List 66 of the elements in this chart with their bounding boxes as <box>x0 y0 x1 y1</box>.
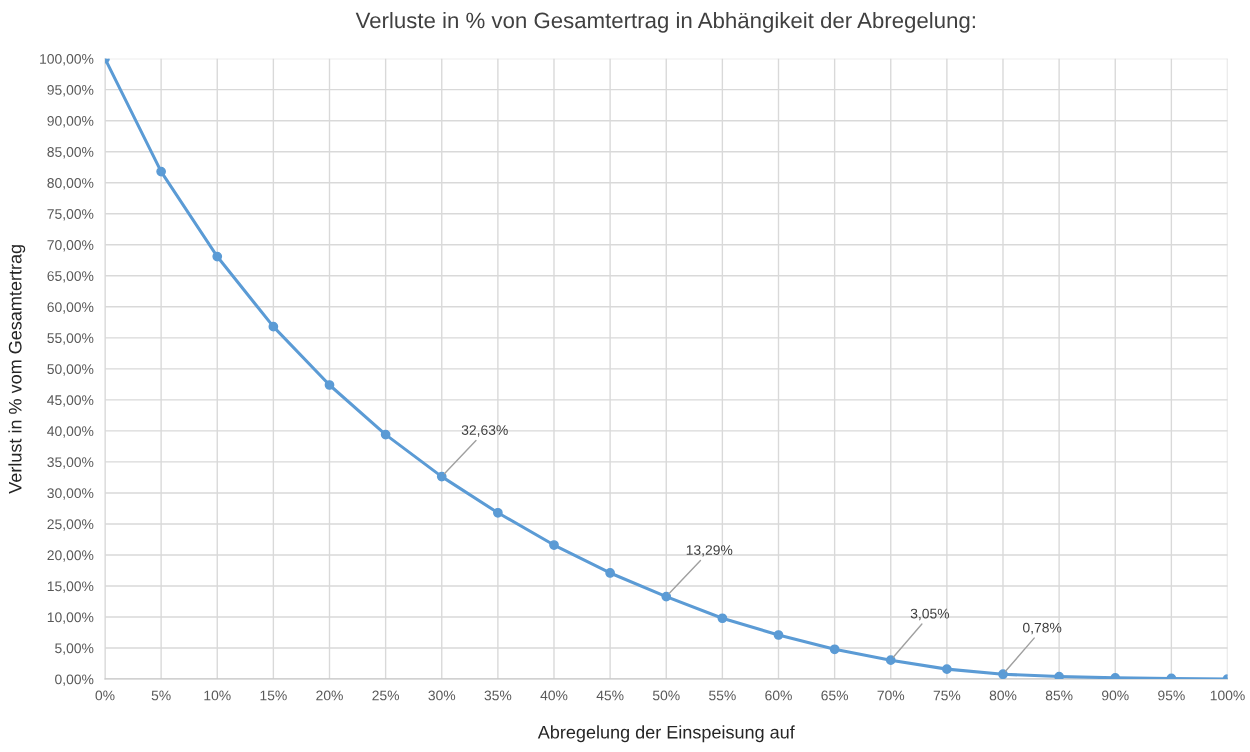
data-label: 32,63% <box>461 425 508 437</box>
point <box>436 471 447 482</box>
point <box>549 540 559 550</box>
x-tick-label: 65% <box>821 690 849 701</box>
x-tick-label: 55% <box>709 690 736 701</box>
y-tick-label: 40,00% <box>47 426 94 438</box>
y-tick-label: 15,00% <box>47 581 94 593</box>
x-tick-label: 50% <box>652 690 680 701</box>
chart-title: Verluste in % von Gesamtertrag in Abhängikeit der Abregelung: <box>355 12 975 33</box>
point <box>998 669 1008 680</box>
x-tick-label: 0% <box>95 690 115 701</box>
x-tick-label: 15% <box>260 690 287 701</box>
x-tick-label: 30% <box>428 690 456 701</box>
y-tick-label: 70,00% <box>47 240 94 252</box>
y-tick-label: 5,00% <box>55 643 94 655</box>
point <box>605 568 615 578</box>
x-tick-label: 5% <box>151 690 171 701</box>
y-tick-label: 100,00% <box>40 53 94 66</box>
x-tick-label: 20% <box>316 690 343 701</box>
data-label: 13,29% <box>686 545 733 557</box>
y-tick-label: 90,00% <box>47 116 94 128</box>
y-tick-label: 30,00% <box>47 488 94 500</box>
point <box>268 321 279 332</box>
y-tick-label: 85,00% <box>47 147 94 159</box>
x-tick-label: 100% <box>1210 690 1245 701</box>
point <box>324 380 335 390</box>
x-tick-label: 85% <box>1045 690 1073 701</box>
y-tick-label: 45,00% <box>47 395 94 407</box>
x-tick-label: 45% <box>596 690 624 701</box>
x-tick-label: 75% <box>933 690 961 701</box>
point <box>829 644 840 655</box>
y-tick-label: 95,00% <box>47 85 94 97</box>
point <box>380 429 391 440</box>
x-tick-label: 95% <box>1158 690 1185 701</box>
x-tick-label: 60% <box>765 690 792 701</box>
x-tick-label: 35% <box>484 690 512 701</box>
x-axis-title: Abregelung der Einspeisung auf <box>537 725 795 743</box>
y-tick-label: 35,00% <box>47 457 94 469</box>
x-tick-label: 70% <box>877 690 905 701</box>
point <box>212 251 223 262</box>
point <box>661 591 672 602</box>
data-label: 0,78% <box>1022 622 1062 635</box>
y-tick-label: 50,00% <box>47 364 94 376</box>
x-tick-label: 25% <box>372 690 400 701</box>
x-tick-label: 10% <box>204 690 231 701</box>
point <box>773 630 784 640</box>
y-axis-title: Verlust in % vom Gesamtertrag <box>8 245 26 494</box>
point <box>156 166 166 177</box>
point <box>493 507 503 518</box>
data-label: 3,05% <box>910 608 950 621</box>
point <box>885 655 896 665</box>
x-tick-label: 40% <box>540 690 568 701</box>
y-tick-label: 20,00% <box>47 550 94 562</box>
y-tick-label: 0,00% <box>55 674 94 686</box>
point <box>942 664 952 674</box>
y-tick-label: 25,00% <box>47 519 94 531</box>
x-tick-label: 80% <box>989 690 1017 701</box>
y-tick-label: 55,00% <box>47 333 94 345</box>
y-tick-label: 60,00% <box>47 302 94 314</box>
y-tick-label: 65,00% <box>47 271 94 283</box>
y-tick-label: 10,00% <box>47 612 94 624</box>
x-tick-label: 90% <box>1102 690 1129 701</box>
y-tick-label: 75,00% <box>47 209 94 221</box>
point <box>717 613 728 624</box>
y-tick-label: 80,00% <box>47 178 94 190</box>
point <box>1054 671 1064 680</box>
